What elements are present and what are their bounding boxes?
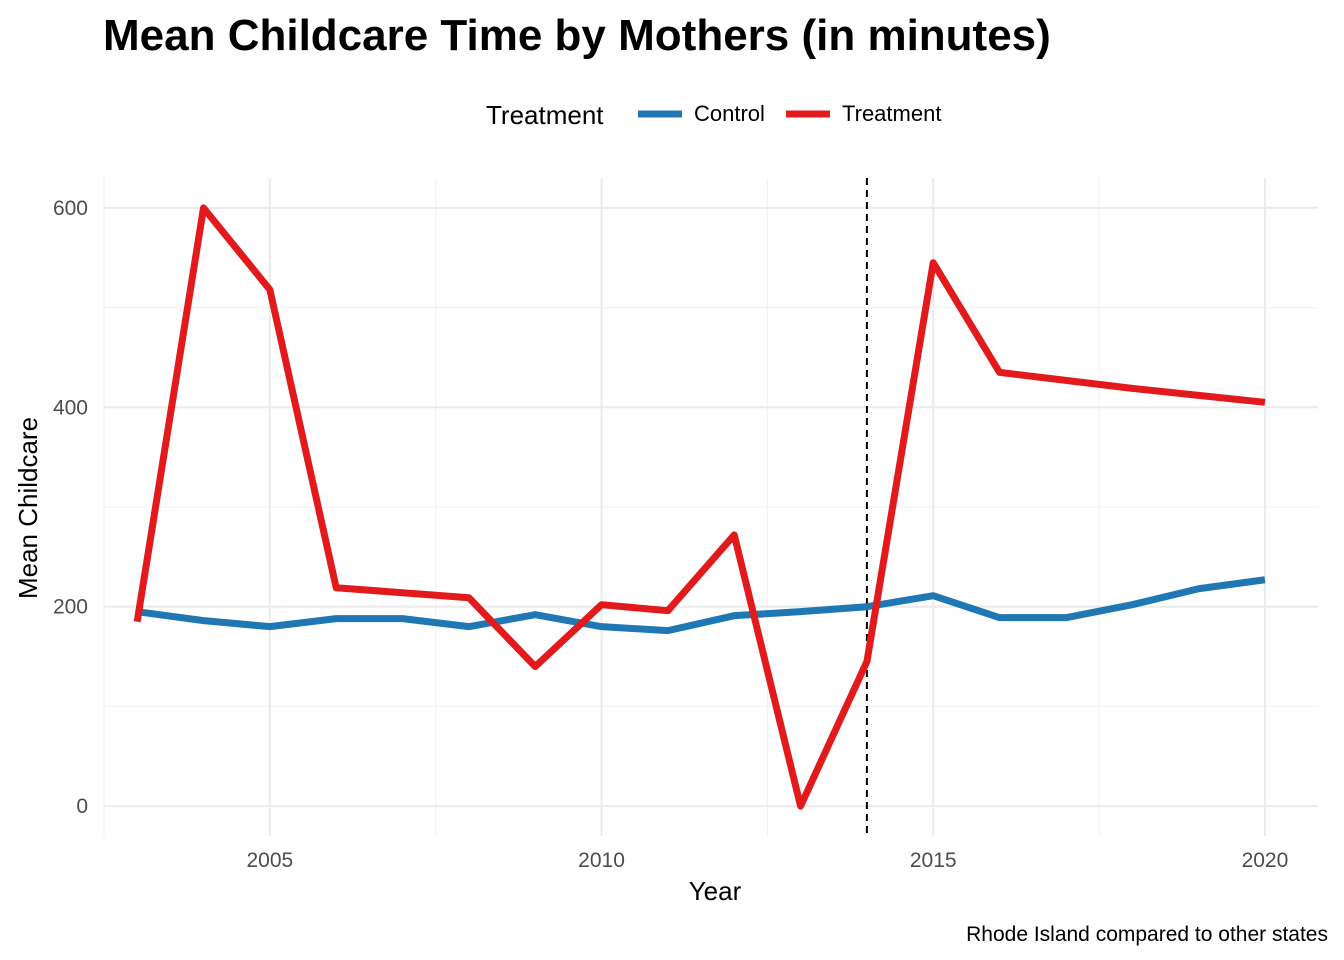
legend-label-treatment: Treatment bbox=[842, 101, 941, 126]
chart-caption: Rhode Island compared to other states bbox=[966, 923, 1328, 946]
y-axis-title: Mean Childcare bbox=[13, 417, 43, 599]
legend-entry-treatment: Treatment bbox=[786, 101, 941, 126]
legend-entries: Control Treatment bbox=[638, 101, 941, 126]
legend-entry-control: Control bbox=[638, 101, 765, 126]
chart-title: Mean Childcare Time by Mothers (in minut… bbox=[103, 11, 1051, 60]
x-tick-label: 2005 bbox=[246, 849, 293, 872]
y-tick-label: 400 bbox=[53, 396, 88, 419]
series-line-treatment bbox=[133, 204, 1266, 810]
y-tick-label: 600 bbox=[53, 197, 88, 220]
plot-grid bbox=[103, 178, 1318, 836]
legend-title: Treatment bbox=[486, 100, 604, 130]
y-axis-ticks: 0 200 400 600 bbox=[53, 197, 88, 818]
x-axis-title: Year bbox=[689, 876, 742, 906]
x-tick-label: 2015 bbox=[910, 849, 957, 872]
y-tick-label: 0 bbox=[76, 795, 88, 818]
legend-label-control: Control bbox=[694, 101, 765, 126]
legend: Treatment Control Treatment bbox=[486, 100, 941, 130]
x-tick-label: 2020 bbox=[1242, 849, 1289, 872]
x-tick-label: 2010 bbox=[578, 849, 625, 872]
y-tick-label: 200 bbox=[53, 596, 88, 619]
series-layer bbox=[133, 204, 1266, 810]
x-axis-ticks: 2005 2010 2015 2020 bbox=[246, 849, 1288, 872]
series-line-control bbox=[136, 576, 1266, 635]
